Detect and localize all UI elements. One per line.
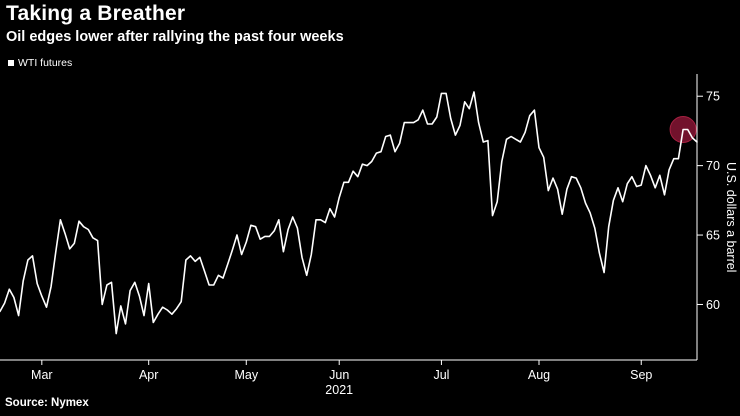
chart-title: Taking a Breather: [6, 2, 186, 25]
legend-label: WTI futures: [18, 57, 73, 69]
svg-text:65: 65: [706, 229, 720, 243]
y-axis-label: U.S. dollars a barrel: [724, 161, 738, 273]
svg-text:Jun: Jun: [329, 368, 349, 382]
svg-text:60: 60: [706, 298, 720, 312]
svg-text:Mar: Mar: [31, 368, 53, 382]
svg-text:Jul: Jul: [433, 368, 449, 382]
chart-subtitle: Oil edges lower after rallying the past …: [6, 29, 344, 45]
legend-swatch-icon: [8, 60, 14, 66]
svg-text:Apr: Apr: [139, 368, 158, 382]
svg-text:May: May: [234, 368, 258, 382]
svg-text:2021: 2021: [325, 383, 353, 397]
svg-text:Sep: Sep: [630, 368, 652, 382]
source-note: Source: Nymex: [5, 397, 89, 409]
svg-text:75: 75: [706, 90, 720, 104]
svg-text:Aug: Aug: [528, 368, 550, 382]
legend: WTI futures: [8, 57, 72, 69]
svg-text:70: 70: [706, 159, 720, 173]
